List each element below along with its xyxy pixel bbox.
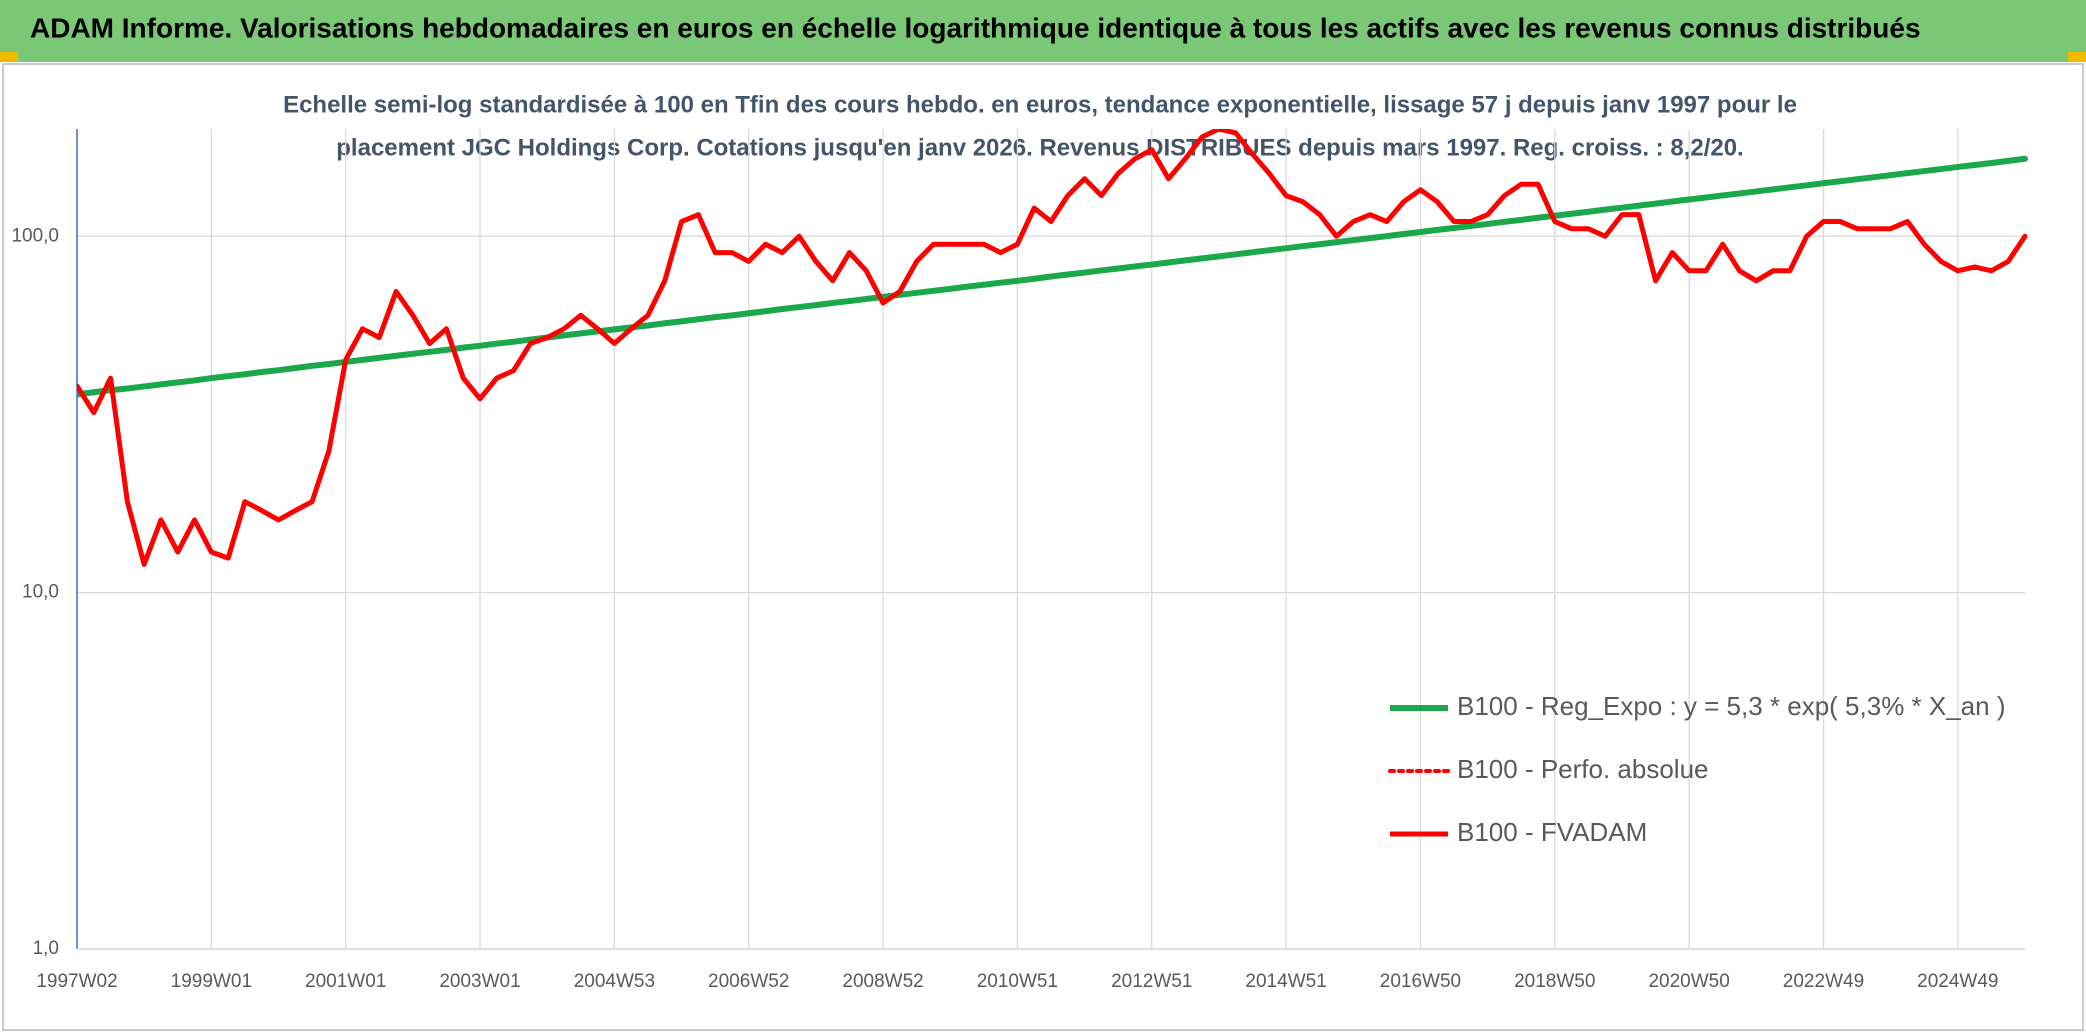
x-tick-label: 2012W51 (1111, 971, 1192, 992)
x-tick-label: 2020W50 (1648, 971, 1729, 992)
x-tick-label: 2003W01 (439, 971, 520, 992)
chart-subtitle: placement JGC Holdings Corp. Cotations j… (336, 134, 1743, 161)
y-tick-label: 1,0 (33, 938, 59, 959)
chart-subtitle: Echelle semi-log standardisée à 100 en T… (283, 91, 1797, 118)
x-tick-label: 2014W51 (1245, 971, 1326, 992)
x-tick-label: 2006W52 (708, 971, 789, 992)
series-line (77, 129, 2028, 567)
x-tick-label: 2008W52 (842, 971, 923, 992)
y-tick-label: 10,0 (22, 582, 59, 603)
legend-label: B100 - Reg_Expo : y = 5,3 * exp( 5,3% * … (1457, 691, 2006, 721)
grid: 1,0 10,0 100,0 1997W02 1999W01 2001W01 2003W01… (11, 129, 2025, 992)
y-tick-label: 100,0 (11, 225, 59, 246)
chart-title: ADAM Informe. Valorisations hebdomadaire… (30, 12, 1921, 43)
corner (2068, 52, 2086, 62)
header-band (0, 0, 2086, 62)
x-tick-label: 2004W53 (574, 971, 655, 992)
x-tick-label: 1997W02 (36, 971, 117, 992)
legend-label: B100 - FVADAM (1457, 817, 1647, 847)
legend: B100 - Reg_Expo : y = 5,3 * exp( 5,3% * … (1388, 691, 2006, 847)
x-tick-label: 2001W01 (305, 971, 386, 992)
corner (0, 52, 18, 62)
legend-label: B100 - Perfo. absolue (1457, 754, 1709, 784)
x-tick-label: 2010W51 (977, 971, 1058, 992)
x-tick-label: 1999W01 (171, 971, 252, 992)
plot (77, 129, 2028, 567)
series-line (77, 155, 2028, 398)
frame (2, 63, 2084, 1031)
x-tick-label: 2024W49 (1917, 971, 1998, 992)
x-tick-label: 2016W50 (1380, 971, 1461, 992)
x-tick-label: 2022W49 (1783, 971, 1864, 992)
x-tick-label: 2018W50 (1514, 971, 1595, 992)
